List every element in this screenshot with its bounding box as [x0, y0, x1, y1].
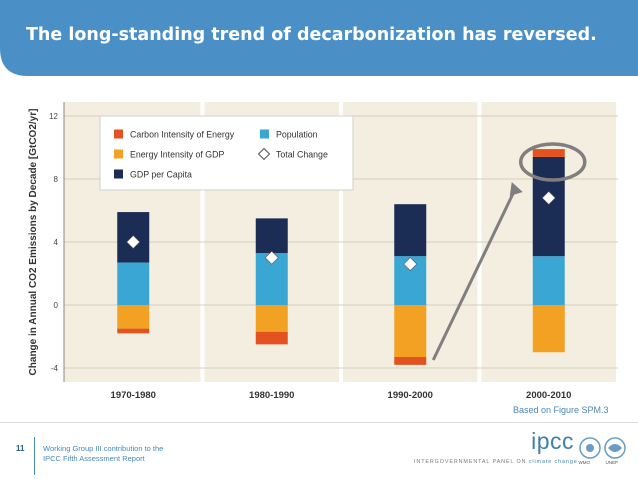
- un-emblems-icon: [579, 437, 626, 459]
- highlight-arrow-shaft: [431, 189, 517, 361]
- legend-label: Energy Intensity of GDP: [130, 150, 224, 160]
- total-change-marker-1990-2000: [403, 257, 418, 271]
- total-change-marker-2000-2010: [541, 190, 556, 205]
- header-banner: [0, 0, 638, 76]
- total-change-marker-1980-1990: [264, 250, 279, 265]
- footer-text: Working Group III contribution to the IP…: [43, 444, 163, 464]
- slide-title: The long-standing trend of decarbonizati…: [26, 25, 597, 45]
- slide-header: The long-standing trend of decarbonizati…: [0, 0, 638, 76]
- bar-gdp-per-capita-2000-2010: [532, 156, 565, 257]
- highlight-ellipse: [519, 142, 587, 182]
- legend-swatch-carbon-intensity-of-energy: [114, 129, 123, 139]
- total-change-marker-1970-1980: [126, 235, 141, 249]
- panel-tagline-highlight: climate change: [528, 459, 578, 465]
- x-tick-label: 1970-1980: [111, 390, 156, 401]
- bar-gdp-per-capita-1980-1990: [255, 218, 288, 254]
- x-tick-label: 1990-2000: [388, 390, 433, 401]
- legend-label: GDP per Capita: [130, 170, 192, 180]
- decarbonization-chart: Change in Annual CO2 Emissions by Decade…: [28, 102, 618, 401]
- bar-carbon-intensity-of-energy-2000-2010: [532, 149, 565, 157]
- y-tick-label: 8: [54, 175, 59, 184]
- footer-divider: [0, 422, 638, 423]
- legend-swatch-gdp-per-capita: [114, 169, 123, 179]
- legend: Carbon Intensity of Energy Population Ener…: [99, 115, 354, 191]
- bar-population-1970-1980: [117, 262, 150, 305]
- source-note: Based on Figure SPM.3: [513, 405, 609, 415]
- legend-label: Total Change: [276, 150, 328, 160]
- wmo-label: WMO: [578, 460, 591, 465]
- bar-energy-intensity-of-gdp-1990-2000: [394, 305, 427, 357]
- panel-tagline: INTERGOVERNMENTAL PANEL ON climate chang…: [414, 459, 578, 465]
- ipcc-logo: ipcc INTERGOVERNMENTAL PANEL ON climate …: [410, 428, 632, 474]
- bar-energy-intensity-of-gdp-2000-2010: [532, 305, 565, 353]
- unep-label: UNEP: [605, 460, 618, 465]
- bar-gdp-per-capita-1990-2000: [394, 204, 427, 257]
- y-tick-label: 12: [49, 112, 58, 121]
- bar-carbon-intensity-of-energy-1970-1980: [117, 328, 150, 334]
- legend-box: [99, 115, 354, 191]
- x-tick-label: 1980-1990: [249, 390, 294, 401]
- y-tick-label: 0: [54, 301, 59, 310]
- footer-line-2: IPCC Fifth Assessment Report: [43, 454, 145, 463]
- bar-carbon-intensity-of-energy-1980-1990: [255, 331, 288, 345]
- bar-population-2000-2010: [532, 256, 565, 305]
- legend-swatch-energy-intensity-of-gdp: [114, 149, 123, 159]
- legend-label: Carbon Intensity of Energy: [130, 130, 235, 140]
- footer-line-1: Working Group III contribution to the: [43, 444, 164, 453]
- footer-separator: [34, 437, 35, 475]
- bar-energy-intensity-of-gdp-1980-1990: [255, 305, 288, 332]
- panel-tagline-text: INTERGOVERNMENTAL PANEL ON: [414, 459, 527, 465]
- x-tick-label: 2000-2010: [526, 390, 571, 401]
- legend-label: Population: [276, 130, 318, 140]
- legend-swatch-total-change: [257, 147, 271, 161]
- y-tick-label: -4: [51, 364, 59, 373]
- bar-carbon-intensity-of-energy-1990-2000: [394, 356, 427, 365]
- page-number: 11: [16, 444, 25, 453]
- bar-energy-intensity-of-gdp-1970-1980: [117, 305, 150, 329]
- ipcc-wordmark: ipcc: [531, 428, 574, 454]
- y-axis-label: Change in Annual CO2 Emissions by Decade…: [28, 109, 39, 376]
- legend-swatch-population: [260, 129, 269, 139]
- y-tick-label: 4: [54, 238, 59, 247]
- highlight-arrow-head: [509, 182, 523, 196]
